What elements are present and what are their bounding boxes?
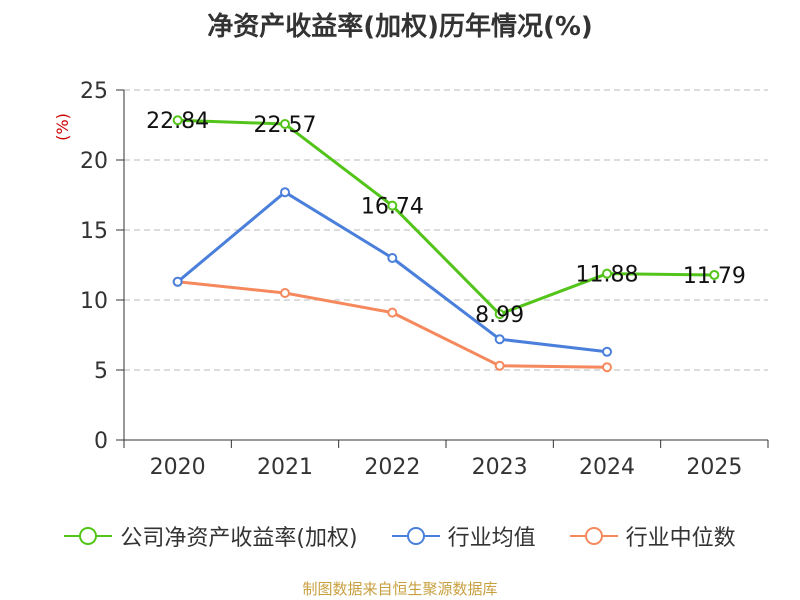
data-point-industry_median xyxy=(387,307,398,318)
series-line-company xyxy=(177,118,715,316)
source-note: 制图数据来自恒生聚源数据库 xyxy=(302,580,498,598)
chart-title: 净资产收益率(加权)历年情况(%) xyxy=(207,12,593,42)
legend-label-company: 公司净资产收益率(加权) xyxy=(120,526,358,551)
y-tick-label: 20 xyxy=(80,149,108,174)
data-point-industry_median xyxy=(494,360,505,371)
data-point-industry_median xyxy=(280,288,290,298)
x-tick-label: 2024 xyxy=(579,455,635,480)
data-point-company xyxy=(280,119,290,130)
data-point-industry_avg xyxy=(280,187,290,198)
legend-industry-avg-marker xyxy=(406,527,425,545)
legend-line-circle-icon xyxy=(391,527,440,545)
legend-item-industry-median[interactable]: 行业中位数 xyxy=(569,520,736,552)
data-label: 16.74 xyxy=(361,195,424,220)
y-tick-label: 0 xyxy=(94,429,108,454)
legend-label-industry-median: 行业中位数 xyxy=(625,526,736,551)
x-tick-label: 2023 xyxy=(472,455,528,480)
data-point-industry_avg xyxy=(602,346,612,357)
legend-company-marker xyxy=(79,527,98,545)
data-point-company xyxy=(602,268,612,279)
y-tick-label: 25 xyxy=(80,79,108,104)
legend-line-circle-icon xyxy=(64,527,113,545)
x-tick-label: 2022 xyxy=(364,455,420,480)
legend-item-company[interactable]: 公司净资产收益率(加权) xyxy=(64,520,358,552)
data-point-industry_avg xyxy=(387,253,398,263)
y-tick-label: 5 xyxy=(94,359,108,384)
y-tick-label: 10 xyxy=(80,289,108,314)
x-tick-label: 2021 xyxy=(257,455,313,480)
data-label: 22.57 xyxy=(254,113,317,138)
data-point-industry_median xyxy=(602,362,612,373)
data-label: 11.88 xyxy=(576,263,639,288)
legend-item-industry-avg[interactable]: 行业均值 xyxy=(391,520,536,552)
data-point-industry_avg xyxy=(172,276,183,287)
data-point-company xyxy=(172,115,183,126)
data-point-industry_avg xyxy=(494,334,505,345)
x-tick-label: 2025 xyxy=(686,455,742,480)
x-tick-label: 2020 xyxy=(150,455,206,480)
y-axis-label: (%) xyxy=(53,113,72,141)
legend: 公司净资产收益率(加权) 行业均值 行业中位数 xyxy=(0,520,800,552)
data-point-company xyxy=(494,309,505,320)
series-line-industry_median xyxy=(177,280,608,369)
legend-line-circle-icon xyxy=(569,527,618,545)
data-label: 8.99 xyxy=(475,303,524,328)
data-point-company xyxy=(387,200,398,211)
y-tick-label: 15 xyxy=(80,219,108,244)
data-point-company xyxy=(709,269,720,280)
legend-industry-median-marker xyxy=(584,527,603,545)
data-label: 22.84 xyxy=(146,109,209,134)
legend-label-industry-avg: 行业均值 xyxy=(447,526,536,551)
data-label: 11.79 xyxy=(683,264,746,289)
